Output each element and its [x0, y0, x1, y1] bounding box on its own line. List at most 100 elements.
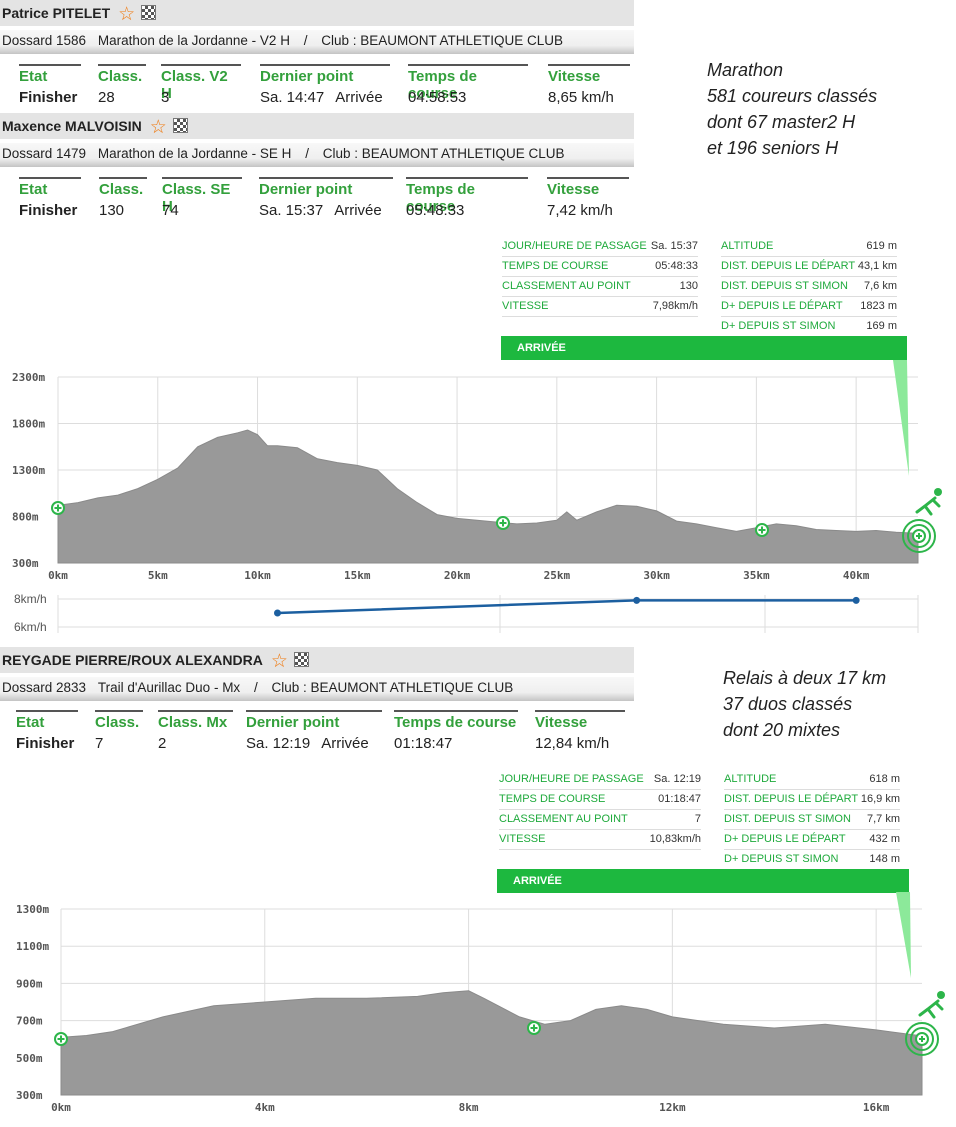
- info-row: TEMPS DE COURSE 01:18:47: [499, 789, 701, 810]
- x-tick-label: 30km: [643, 569, 670, 582]
- stat-etat: Etat Finisher: [19, 64, 81, 106]
- x-tick-label: 15km: [344, 569, 371, 582]
- note-line: dont 67 master2 H: [707, 112, 856, 132]
- info-value: 10,83km/h: [649, 833, 701, 845]
- speed-point: [852, 596, 860, 604]
- club-name: Club : BEAUMONT ATHLETIQUE CLUB: [271, 680, 514, 695]
- arrivee-pointer: [896, 892, 911, 978]
- y-tick-label: 700m: [16, 1015, 43, 1028]
- info-value: 16,9 km: [860, 793, 900, 805]
- info-value: 7,7 km: [866, 813, 900, 825]
- dernier-point: Arrivée: [321, 735, 369, 752]
- info-row: ALTITUDE 619 m: [721, 236, 897, 257]
- info-label: ALTITUDE: [724, 773, 777, 785]
- checkered-flag-icon[interactable]: [293, 652, 309, 667]
- stat-dernier: Dernier point Sa. 12:19 Arrivée: [246, 710, 382, 752]
- plus-icon: [530, 1024, 538, 1032]
- stat-value: 3: [161, 89, 170, 106]
- info-row: ALTITUDE 618 m: [724, 769, 900, 790]
- plus-icon: [916, 533, 922, 539]
- stat-header: Vitesse: [535, 710, 625, 734]
- info-row: D+ DEPUIS LE DÉPART 432 m: [724, 829, 900, 850]
- info-row: DIST. DEPUIS ST SIMON 7,7 km: [724, 809, 900, 830]
- info-value: Sa. 12:19: [653, 773, 701, 785]
- runner-name[interactable]: REYGADE PIERRE/ROUX ALEXANDRA: [2, 652, 263, 668]
- stat-class: Class. 7: [95, 710, 143, 752]
- x-tick-label: 16km: [863, 1101, 890, 1114]
- info-value: 05:48:33: [655, 260, 698, 272]
- x-tick-label: 8km: [459, 1101, 479, 1114]
- info-label: DIST. DEPUIS ST SIMON: [724, 813, 851, 825]
- checkered-flag-icon[interactable]: [172, 118, 188, 133]
- stat-value: 12,84 km/h: [535, 735, 610, 752]
- club-name: Club : BEAUMONT ATHLETIQUE CLUB: [322, 146, 565, 161]
- info-value: 619 m: [866, 240, 897, 252]
- info-label: DIST. DEPUIS ST SIMON: [721, 280, 848, 292]
- finish-ring-icon: [905, 1022, 939, 1056]
- speed-label: 8km/h: [14, 592, 47, 606]
- stat-value: 7: [95, 735, 104, 752]
- y-tick-label: 1300m: [12, 464, 45, 477]
- dernier-point: Arrivée: [335, 89, 383, 106]
- info-value: 43,1 km: [857, 260, 897, 272]
- info-label: VITESSE: [499, 833, 546, 845]
- star-icon[interactable]: ☆: [270, 651, 288, 672]
- stat-header: Temps de course: [394, 710, 518, 734]
- info-row: VITESSE 10,83km/h: [499, 829, 701, 850]
- stat-header: Etat: [19, 64, 81, 88]
- marathon-note: Marathon 581 coureurs classés dont 67 ma…: [707, 57, 877, 161]
- stat-header: Vitesse: [547, 177, 629, 201]
- info-label: CLASSEMENT AU POINT: [502, 280, 631, 292]
- info-value: 432 m: [869, 833, 900, 845]
- info-value: 7: [694, 813, 701, 825]
- y-tick-label: 800m: [12, 511, 39, 524]
- info-value: 618 m: [869, 773, 900, 785]
- club-name: Club : BEAUMONT ATHLETIQUE CLUB: [321, 33, 564, 48]
- stat-value: 2: [158, 735, 167, 752]
- dernier-time: Sa. 14:47: [260, 89, 325, 106]
- info-label: TEMPS DE COURSE: [502, 260, 609, 272]
- stat-class: Class. 130: [99, 177, 147, 219]
- plus-icon: [499, 519, 507, 527]
- info-row: D+ DEPUIS ST SIMON 169 m: [721, 316, 897, 337]
- dernier-time: Sa. 12:19: [246, 735, 311, 752]
- elevation-area: [57, 429, 919, 564]
- info-row: DIST. DEPUIS ST SIMON 7,6 km: [721, 276, 897, 297]
- course-name: Marathon de la Jordanne - SE H: [97, 146, 292, 161]
- x-tick-label: 35km: [743, 569, 770, 582]
- y-tick-label: 500m: [16, 1052, 43, 1065]
- star-icon[interactable]: ☆: [118, 4, 136, 25]
- runner-name[interactable]: Maxence MALVOISIN: [2, 118, 142, 134]
- info-value: 169 m: [866, 320, 897, 332]
- stat-header: Vitesse: [548, 64, 630, 88]
- y-tick-label: 1100m: [16, 940, 49, 953]
- stat-value: 74: [162, 202, 179, 219]
- info-value: 1823 m: [860, 300, 897, 312]
- plus-icon: [758, 526, 766, 534]
- info-label: JOUR/HEURE DE PASSAGE: [502, 240, 647, 252]
- runner-name[interactable]: Patrice PITELET: [2, 5, 111, 21]
- stat-value: Finisher: [16, 735, 75, 752]
- info-row: DIST. DEPUIS LE DÉPART 16,9 km: [724, 789, 900, 810]
- course-name: Trail d'Aurillac Duo - Mx: [97, 680, 241, 695]
- info-value: Sa. 15:37: [650, 240, 698, 252]
- plus-icon: [54, 504, 62, 512]
- info-row: CLASSEMENT AU POINT 7: [499, 809, 701, 830]
- stat-header: Dernier point: [259, 177, 393, 201]
- note-line: et 196 seniors H: [707, 138, 839, 158]
- info-row: TEMPS DE COURSE 05:48:33: [502, 256, 698, 277]
- stat-temps: Temps de course 05:48:33: [406, 177, 528, 219]
- info-label: D+ DEPUIS LE DÉPART: [724, 833, 846, 845]
- checkered-flag-icon[interactable]: [141, 5, 157, 20]
- stat-value: Sa. 15:37 Arrivée: [259, 202, 393, 219]
- speed-point: [633, 596, 641, 604]
- dernier-point: Arrivée: [334, 202, 382, 219]
- info-row: JOUR/HEURE DE PASSAGE Sa. 15:37: [502, 236, 698, 257]
- info-label: DIST. DEPUIS LE DÉPART: [721, 260, 856, 272]
- plus-icon: [57, 1035, 65, 1043]
- runner3-dossard-bar: Dossard 2833 Trail d'Aurillac Duo - Mx /…: [0, 677, 634, 701]
- y-tick-label: 300m: [16, 1089, 43, 1102]
- stat-vitesse: Vitesse 12,84 km/h: [535, 710, 625, 752]
- x-tick-label: 0km: [48, 569, 68, 582]
- star-icon[interactable]: ☆: [149, 117, 167, 138]
